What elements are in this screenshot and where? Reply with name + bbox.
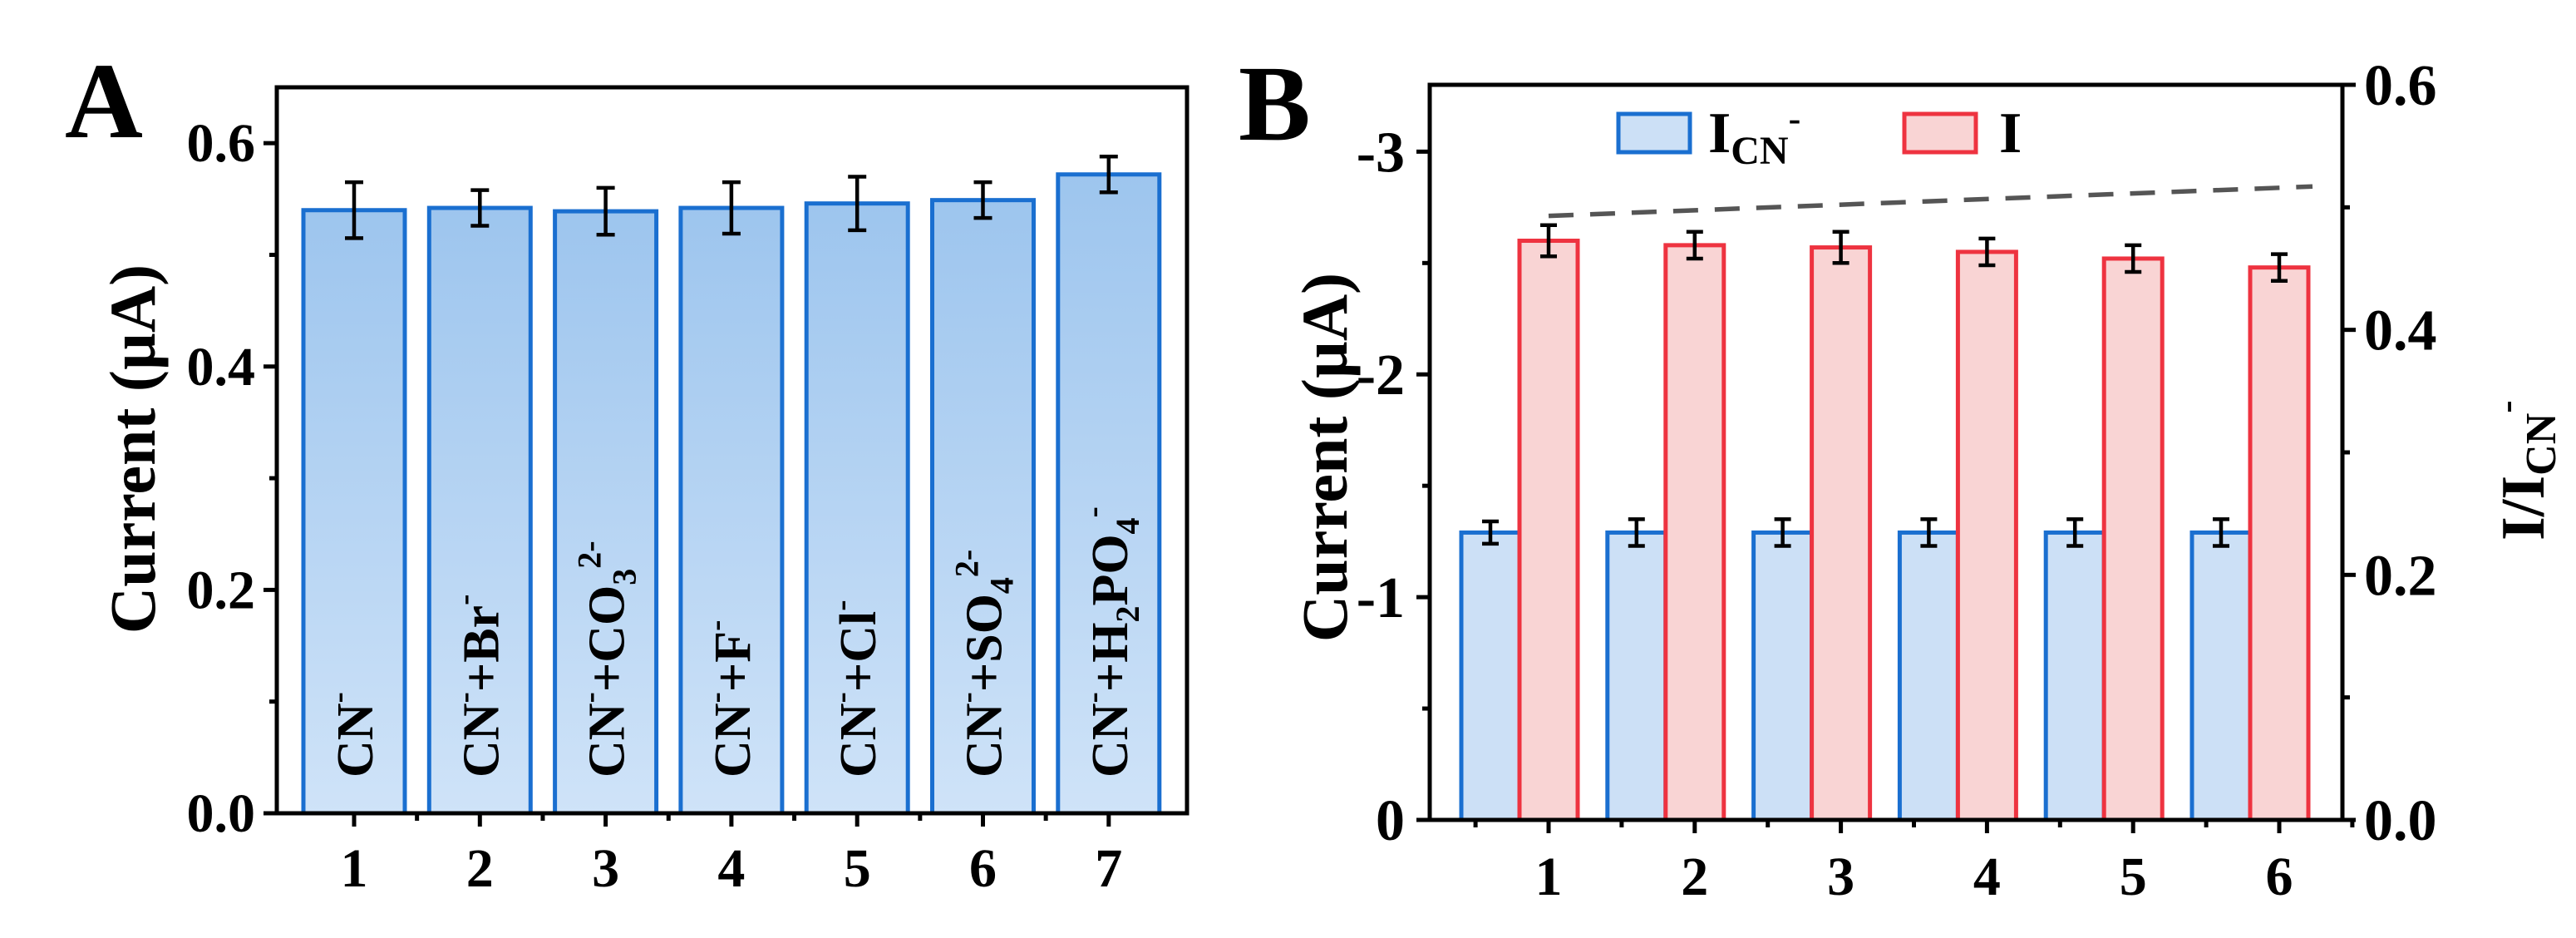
panel-a-bar-label-2: CN-+Br-	[445, 595, 510, 778]
panel-b-ratio-trend-line	[1548, 184, 2313, 219]
panel-b-y-axis-title: Current (µA)	[1288, 273, 1361, 642]
panel-b-bar-i-5	[2101, 256, 2165, 822]
panel-b-bar-i-3	[1810, 245, 1873, 822]
legend-swatch-i	[1902, 111, 1978, 155]
panel-b-bar-icn-6	[2189, 530, 2253, 822]
panel-a-label: A	[65, 42, 143, 161]
panel-b-bar-i-2	[1663, 243, 1726, 822]
panel-b-bar-i-4	[1955, 249, 2018, 822]
panel-b-y-tick-label-2: -2	[1357, 343, 1405, 407]
panel-a-x-tick-label-5: 5	[844, 838, 871, 899]
panel-a-y-tick-label-2: 0.4	[187, 337, 256, 397]
panel-a-bar-1	[301, 208, 407, 816]
panel-a-bar-label-1: CN-	[319, 692, 384, 778]
legend-label-i: I	[1999, 101, 2022, 165]
panel-b-y2-tick-label-1: 0.2	[2364, 544, 2437, 608]
panel-b-y2-tick-label-0: 0.0	[2364, 789, 2437, 853]
panel-a-bar-label-7: CN-+H2PO4-	[1074, 506, 1146, 778]
panel-a-bar-label-3: CN-+CO32-	[571, 541, 643, 778]
panel-a-x-tick-label-2: 2	[466, 838, 494, 899]
panel-b-x-tick-label-2: 2	[1681, 847, 1708, 907]
legend-label-icn: ICN-	[1708, 98, 1800, 173]
panel-b-label: B	[1239, 44, 1311, 164]
panel-b-y2-axis-title: I/ICN-	[2485, 400, 2565, 541]
panel-b-x-tick-label-3: 3	[1827, 847, 1854, 907]
panel-a-bar-6	[930, 198, 1036, 816]
panel-a-bar-label-6: CN-+SO42-	[948, 550, 1021, 778]
panel-b-x-tick-label-1: 1	[1535, 847, 1563, 907]
panel-a-bar-2	[426, 205, 533, 816]
panel-a-bar-label-4: CN-+F-	[697, 620, 761, 778]
panel-b-y-tick-label-1: -1	[1357, 566, 1405, 630]
panel-b-bar-icn-5	[2043, 530, 2106, 822]
panel-b-bar-icn-4	[1897, 530, 1960, 822]
panel-a-x-tick-label-4: 4	[717, 838, 745, 899]
panel-b-bar-icn-2	[1605, 530, 1668, 822]
panel-a-x-tick-label-1: 1	[341, 838, 368, 899]
legend-swatch-icn	[1616, 111, 1692, 155]
panel-a-y-tick-label-3: 0.6	[187, 113, 256, 174]
panel-a-x-tick-label-3: 3	[592, 838, 619, 899]
panel-a: A Current (µA) CN- CN-+Br- CN-+CO32- CN-+F-…	[65, 42, 1189, 899]
panel-b-x-tick-label-4: 4	[1973, 847, 2001, 907]
panel-a-y-tick-label-0: 0.0	[187, 783, 256, 844]
panel-b-bar-icn-1	[1459, 530, 1522, 822]
panel-b-y2-tick-label-2: 0.4	[2364, 299, 2437, 363]
panel-b-x-tick-label-6: 6	[2266, 847, 2293, 907]
panel-a-y-tick-label-1: 0.2	[187, 560, 256, 620]
panel-a-x-tick-label-7: 7	[1095, 838, 1122, 899]
panel-a-x-tick-label-6: 6	[969, 838, 997, 899]
panel-b-y-tick-label-0: 0	[1376, 789, 1405, 853]
panel-b-bar-icn-3	[1751, 530, 1815, 822]
panel-b-y2-tick-label-3: 0.6	[2364, 54, 2437, 118]
panel-b-y-tick-label-3: -3	[1357, 121, 1405, 185]
panel-a-bar-label-5: CN-+Cl-	[822, 600, 887, 778]
panel-b: B Current (µA) 0 -1 -2 -3 0.0 0.2 0.4 0.6 1 2 3 4…	[1239, 44, 2565, 907]
panel-a-bar-4	[678, 205, 785, 816]
panel-a-y-axis-title: Current (µA)	[96, 264, 169, 634]
panel-b-bar-i-1	[1517, 239, 1580, 822]
panel-b-bar-i-6	[2248, 265, 2311, 822]
panel-b-x-tick-label-5: 5	[2120, 847, 2147, 907]
panel-b-legend: ICN- I	[1616, 98, 2022, 173]
